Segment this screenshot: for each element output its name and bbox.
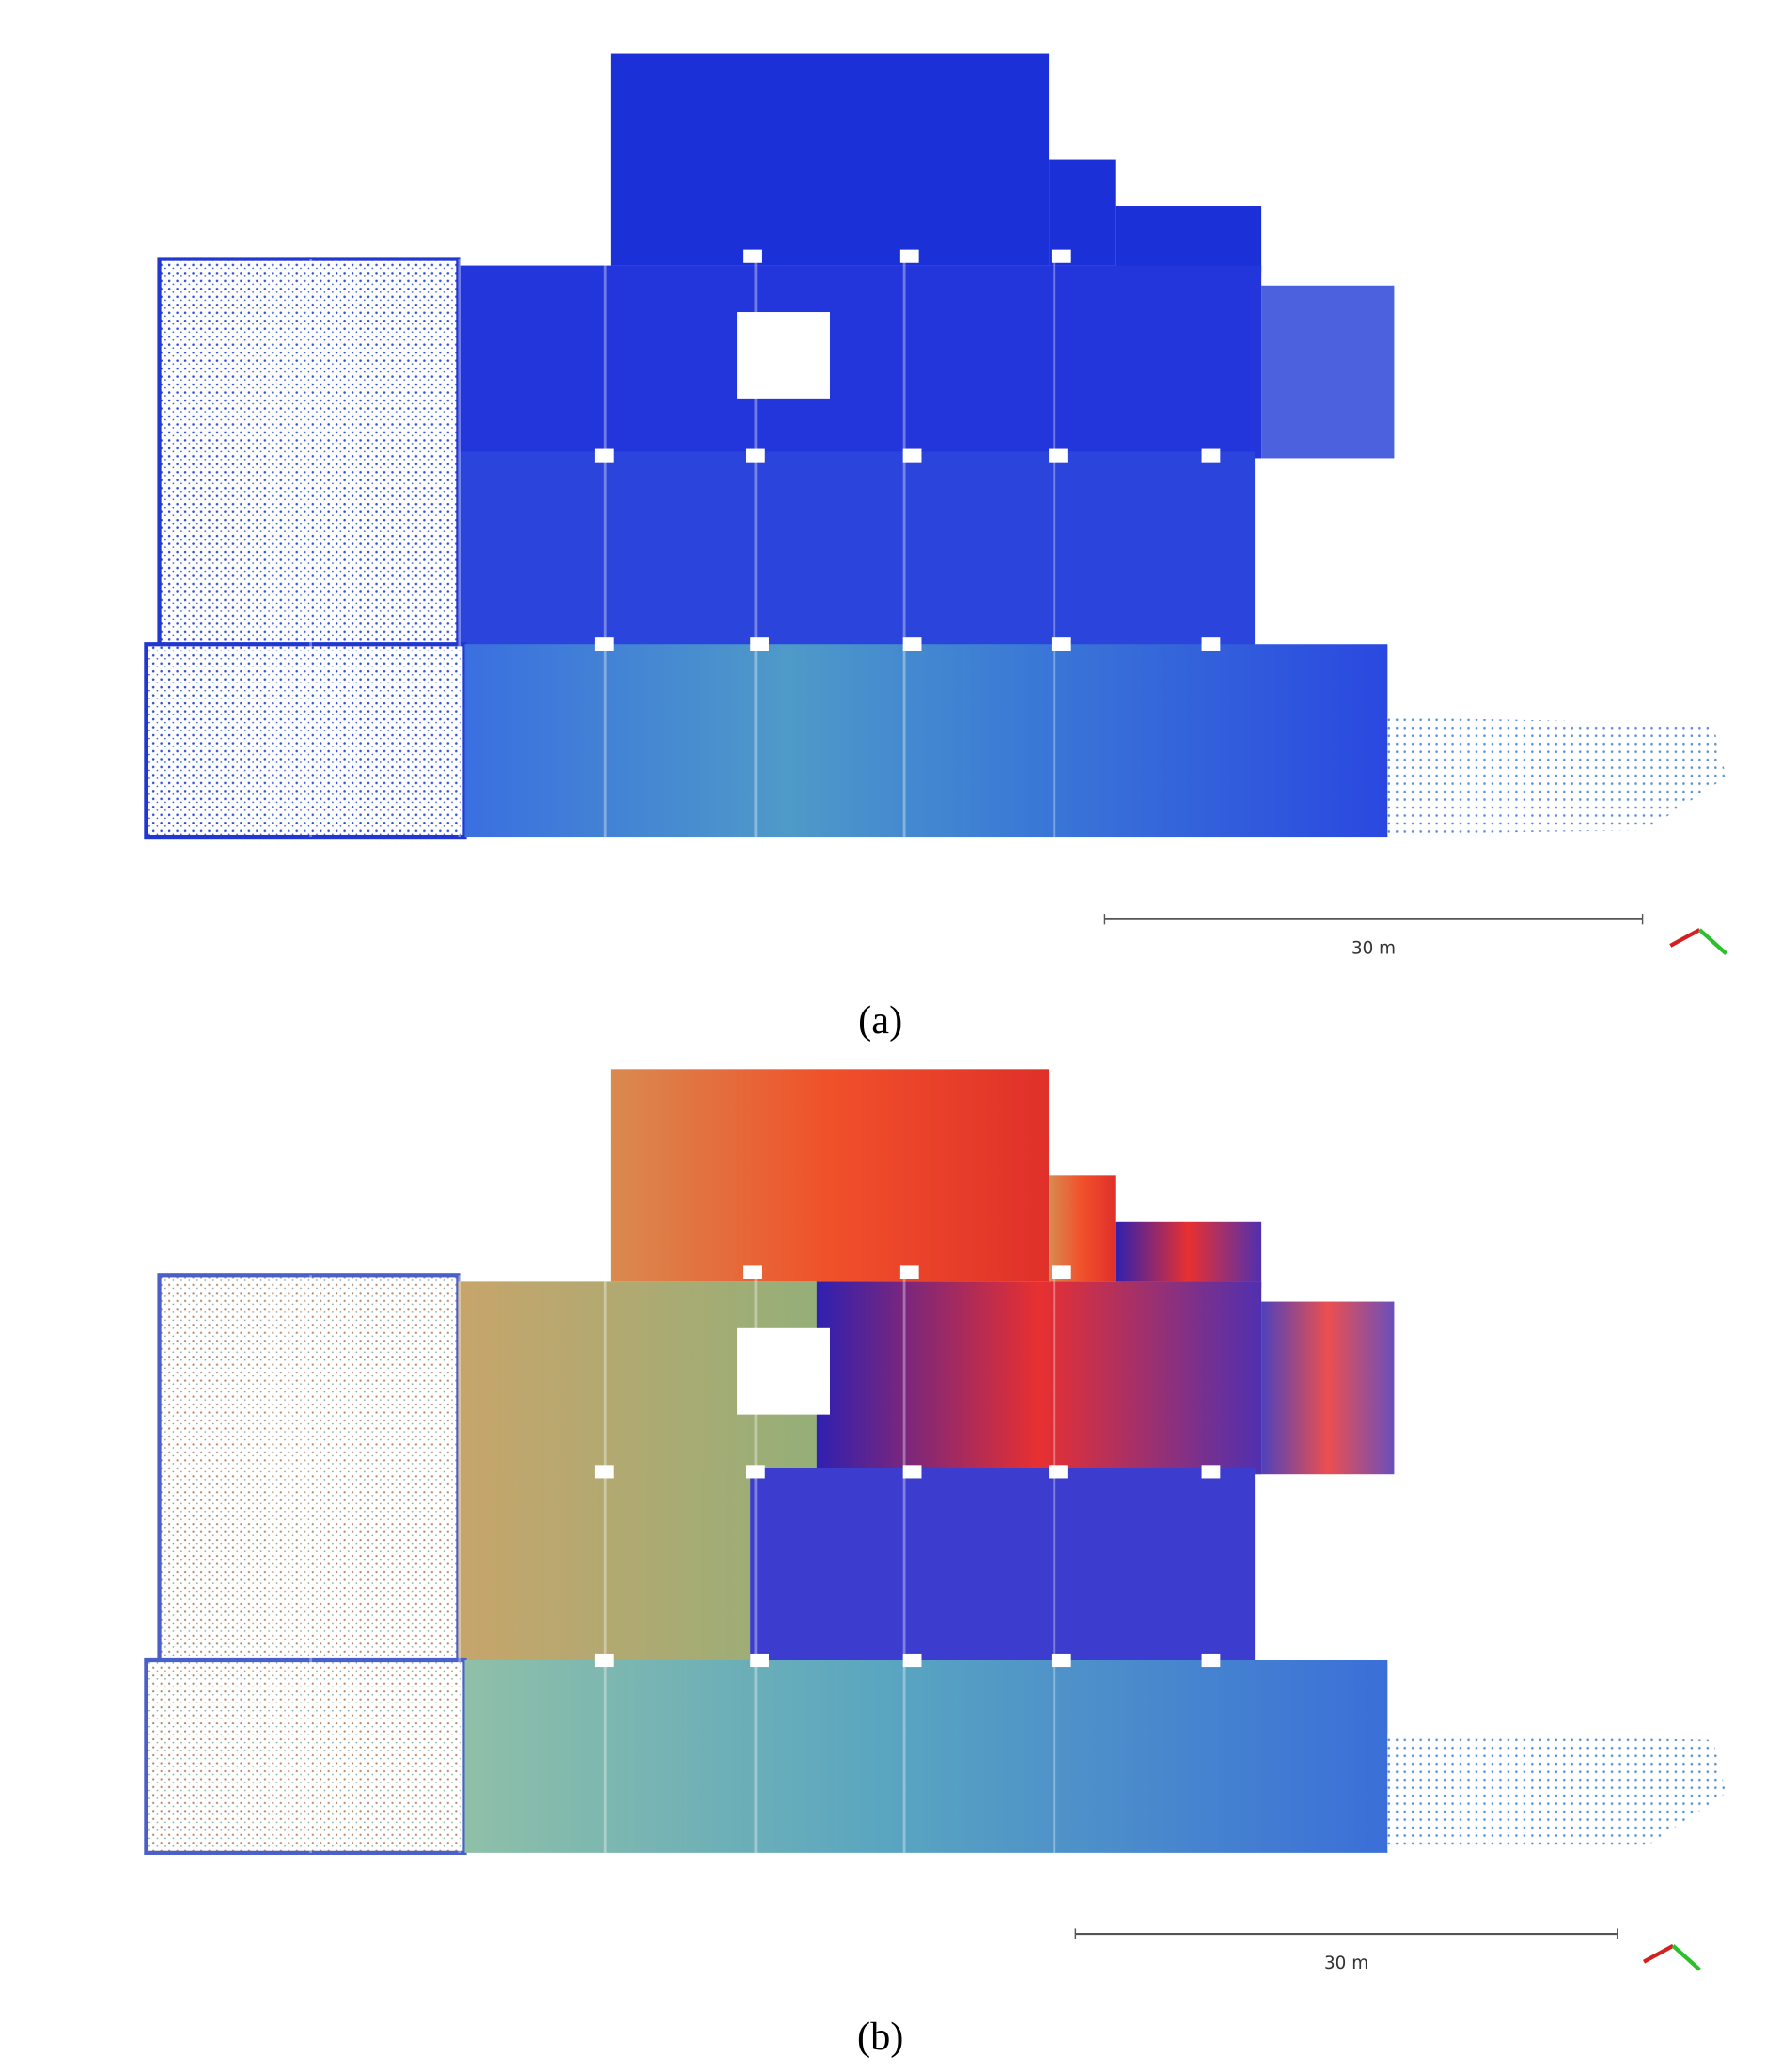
wall-line bbox=[902, 259, 906, 838]
column-gap bbox=[1051, 1265, 1071, 1279]
wall-line bbox=[754, 259, 758, 838]
panel-a: 30 m (a) bbox=[144, 53, 1728, 1043]
cloud-step bbox=[1049, 1175, 1116, 1282]
cloud-main bbox=[458, 265, 1262, 459]
panel-b: 30 m (b) bbox=[144, 1069, 1727, 2059]
cloud-middle-right bbox=[750, 1468, 1256, 1668]
column-gap bbox=[899, 249, 919, 263]
column-gap bbox=[745, 448, 765, 463]
wall-line bbox=[603, 259, 607, 838]
cloud-bottom-left bbox=[144, 642, 467, 840]
axis-x bbox=[1643, 1943, 1675, 1964]
column-gap bbox=[594, 1465, 614, 1479]
column-gap bbox=[745, 1465, 765, 1479]
wall-line bbox=[458, 259, 461, 838]
cloud-tower bbox=[610, 1069, 1050, 1282]
cloud-step bbox=[1115, 1221, 1262, 1289]
caption: (b) bbox=[857, 2015, 903, 2059]
column-gap bbox=[899, 1265, 919, 1279]
column-gap bbox=[750, 637, 770, 651]
column-gap bbox=[1049, 1465, 1068, 1479]
cloud-main-right bbox=[816, 1281, 1262, 1475]
column-gap bbox=[902, 448, 922, 463]
wall-line bbox=[1053, 1275, 1056, 1853]
cloud-annex bbox=[1261, 1301, 1395, 1475]
column-gap bbox=[902, 637, 922, 651]
column-gap bbox=[1051, 249, 1071, 263]
scale-label: 30 m bbox=[1352, 938, 1396, 958]
void bbox=[737, 312, 830, 399]
wall-line bbox=[309, 1275, 313, 1853]
column-gap bbox=[594, 448, 614, 463]
cloud-tail bbox=[1387, 1733, 1727, 1851]
column-gap bbox=[1051, 637, 1071, 651]
column-gap bbox=[594, 637, 614, 651]
column-gap bbox=[1201, 1653, 1221, 1668]
cloud-bottom-left bbox=[144, 1657, 467, 1855]
axis-y bbox=[1697, 928, 1728, 955]
scale-label: 30 m bbox=[1324, 1954, 1368, 1973]
caption: (a) bbox=[858, 998, 902, 1043]
column-gap bbox=[1051, 1653, 1071, 1668]
column-gap bbox=[1201, 1465, 1221, 1479]
cloud-tower bbox=[610, 53, 1050, 266]
column-gap bbox=[743, 249, 762, 263]
column-gap bbox=[902, 1653, 922, 1668]
column-gap bbox=[1049, 448, 1068, 463]
wall-line bbox=[902, 1275, 906, 1853]
cloud-tail bbox=[1387, 716, 1727, 835]
column-gap bbox=[1201, 637, 1221, 651]
column-gap bbox=[1201, 448, 1221, 463]
column-gap bbox=[902, 1465, 922, 1479]
cloud-bottom bbox=[464, 644, 1388, 838]
wall-line bbox=[309, 259, 313, 838]
column-gap bbox=[750, 1653, 770, 1668]
wall-line bbox=[754, 1275, 758, 1853]
cloud-left bbox=[157, 1273, 461, 1670]
wall-line bbox=[458, 1275, 461, 1853]
column-gap bbox=[594, 1653, 614, 1668]
axis-y bbox=[1671, 1944, 1701, 1971]
cloud-step bbox=[1115, 206, 1262, 273]
cloud-bottom bbox=[464, 1660, 1388, 1853]
wall-line bbox=[1053, 259, 1056, 838]
axis-x bbox=[1669, 928, 1701, 948]
column-gap bbox=[743, 1265, 762, 1279]
cloud-left bbox=[157, 257, 461, 653]
cloud-annex bbox=[1261, 285, 1395, 459]
cloud-middle bbox=[458, 451, 1256, 651]
void bbox=[737, 1327, 830, 1415]
wall-line bbox=[603, 1275, 607, 1853]
cloud-step bbox=[1049, 159, 1116, 266]
